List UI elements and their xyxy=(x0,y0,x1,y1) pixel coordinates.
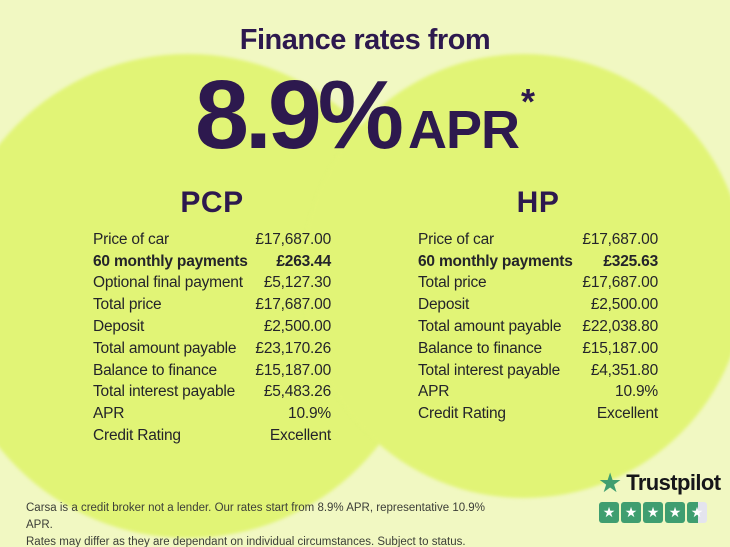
table-row: APR 10.9% xyxy=(418,382,658,404)
pcp-table-rows: Price of car £17,687.00 60 monthly payme… xyxy=(93,229,331,447)
row-label: Credit Rating xyxy=(418,405,506,423)
table-row: Balance to finance £15,187.00 xyxy=(418,338,658,360)
rating-star-box: ★ xyxy=(643,502,663,523)
row-label: Total amount payable xyxy=(93,339,237,357)
row-value: £22,038.80 xyxy=(582,318,658,336)
row-value: 10.9% xyxy=(615,383,658,401)
row-value: £5,127.30 xyxy=(263,274,331,292)
hp-table-title: HP xyxy=(516,186,560,219)
row-label: Balance to finance xyxy=(93,361,217,379)
rating-star-box: ★ xyxy=(621,502,641,523)
rating-star-box: ★ xyxy=(599,502,619,523)
pcp-finance-table: PCP Price of car £17,687.00 60 monthly p… xyxy=(93,185,331,447)
rate-apr-label: APR xyxy=(408,100,520,160)
table-row: Optional final payment £5,127.30 xyxy=(93,273,331,295)
row-value: £263.44 xyxy=(276,252,331,270)
row-label: APR xyxy=(93,405,125,423)
headline-rate: 8.9% APR * xyxy=(0,66,730,163)
trustpilot-wordmark: Trustpilot xyxy=(626,470,721,495)
row-label: Total price xyxy=(418,274,487,292)
table-row: Total interest payable £5,483.26 xyxy=(93,382,331,404)
table-row: Total amount payable £23,170.26 xyxy=(93,338,331,360)
row-value: £2,500.00 xyxy=(263,318,331,336)
row-label: APR xyxy=(418,383,450,401)
pcp-table-title: PCP xyxy=(180,186,244,219)
table-row: Balance to finance £15,187.00 xyxy=(93,360,331,382)
row-label: Deposit xyxy=(418,296,470,314)
row-label: Optional final payment xyxy=(93,274,243,292)
row-value: 10.9% xyxy=(288,405,331,423)
row-value: £17,687.00 xyxy=(255,230,331,248)
row-value: £17,687.00 xyxy=(582,230,658,248)
table-row: Total price £17,687.00 xyxy=(418,273,658,295)
star-icon: ★ xyxy=(602,504,616,520)
rate-value: 8.9% xyxy=(194,60,404,169)
table-row: Deposit £2,500.00 xyxy=(93,316,331,338)
table-row: Credit Rating Excellent xyxy=(93,425,331,447)
row-value: £17,687.00 xyxy=(255,296,331,314)
row-label: Deposit xyxy=(93,318,145,336)
star-icon: ★ xyxy=(668,504,682,520)
background-circle-right xyxy=(302,54,730,498)
row-label: 60 monthly payments xyxy=(418,252,573,270)
hp-table-rows: Price of car £17,687.00 60 monthly payme… xyxy=(418,229,658,425)
table-row: 60 monthly payments £263.44 xyxy=(93,251,331,273)
disclaimer-line-1: Carsa is a credit broker not a lender. O… xyxy=(26,502,485,531)
row-label: Total interest payable xyxy=(418,361,561,379)
row-value: £325.63 xyxy=(603,252,658,270)
star-icon: ★ xyxy=(624,504,638,520)
trustpilot-star-icon: ★ xyxy=(598,467,623,498)
row-label: Balance to finance xyxy=(418,339,542,357)
row-label: 60 monthly payments xyxy=(93,252,248,270)
hp-finance-table: HP Price of car £17,687.00 60 monthly pa… xyxy=(418,185,658,425)
banner-title: Finance rates from xyxy=(239,24,491,56)
table-row: Total interest payable £4,351.80 xyxy=(418,360,658,382)
rate-asterisk: * xyxy=(521,81,536,122)
table-row: 60 monthly payments £325.63 xyxy=(418,251,658,273)
star-icon: ★ xyxy=(690,504,704,520)
star-icon: ★ xyxy=(646,504,660,520)
row-value: Excellent xyxy=(596,405,658,423)
row-value: £5,483.26 xyxy=(263,383,331,401)
row-label: Total amount payable xyxy=(418,318,562,336)
row-value: £2,500.00 xyxy=(590,296,658,314)
row-label: Credit Rating xyxy=(93,427,181,445)
row-label: Price of car xyxy=(93,230,169,248)
trustpilot-widget: ★ Trustpilot ★ ★ ★ ★ ★ xyxy=(598,467,721,523)
row-label: Price of car xyxy=(418,230,494,248)
table-row: Total amount payable £22,038.80 xyxy=(418,316,658,338)
row-value: £15,187.00 xyxy=(582,339,658,357)
legal-disclaimer: Carsa is a credit broker not a lender. O… xyxy=(26,500,486,547)
row-value: £15,187.00 xyxy=(255,361,331,379)
table-row: Credit Rating Excellent xyxy=(418,403,658,425)
row-value: £17,687.00 xyxy=(582,274,658,292)
rating-star-box-partial: ★ xyxy=(687,502,707,523)
row-label: Total price xyxy=(93,296,162,314)
trustpilot-logo: ★ Trustpilot xyxy=(598,467,721,498)
rating-star-box: ★ xyxy=(665,502,685,523)
disclaimer-line-2: Rates may differ as they are dependant o… xyxy=(26,536,466,547)
trustpilot-rating: ★ ★ ★ ★ ★ xyxy=(599,502,720,523)
table-row: APR 10.9% xyxy=(93,403,331,425)
table-row: Deposit £2,500.00 xyxy=(418,294,658,316)
row-label: Total interest payable xyxy=(93,383,236,401)
table-row: Total price £17,687.00 xyxy=(93,294,331,316)
table-row: Price of car £17,687.00 xyxy=(418,229,658,251)
row-value: £4,351.80 xyxy=(590,361,658,379)
row-value: £23,170.26 xyxy=(255,339,331,357)
table-row: Price of car £17,687.00 xyxy=(93,229,331,251)
row-value: Excellent xyxy=(269,427,331,445)
